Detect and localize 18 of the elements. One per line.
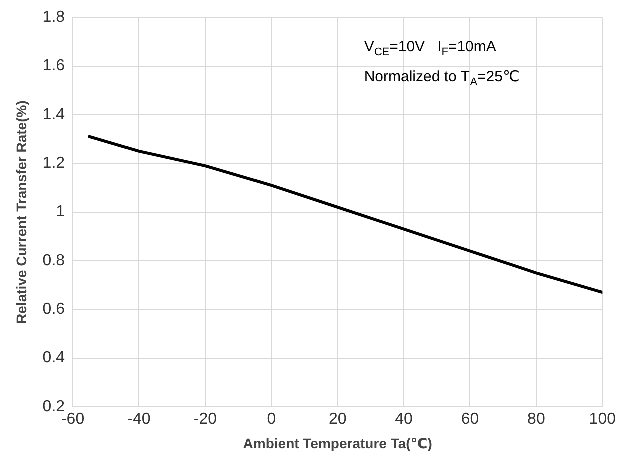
x-tick-label: 80 [528,411,546,428]
y-tick-label: 1.4 [42,106,66,124]
y-tick-label: 1 [56,204,66,221]
y-tick-label: 1.8 [42,9,66,26]
x-tick-label: 100 [589,411,616,428]
y-axis-title: Relative Current Transfer Rate(%) [13,100,30,324]
x-axis-title: Ambient Temperature Ta(℃) [243,435,432,452]
y-tick-label: 0.8 [42,252,66,270]
x-tick-label: 20 [328,411,347,428]
x-tick-label: -20 [194,411,218,428]
x-tick-label: -40 [128,411,151,428]
x-tick-label: 0 [267,411,276,428]
y-tick-label: 0.4 [42,350,66,367]
x-tick-label: 40 [395,411,414,428]
y-tick-label: 0.6 [42,301,66,318]
x-tick-label: 60 [461,411,480,428]
y-tick-label: 1.2 [42,155,66,172]
y-tick-label: 1.6 [42,58,66,75]
